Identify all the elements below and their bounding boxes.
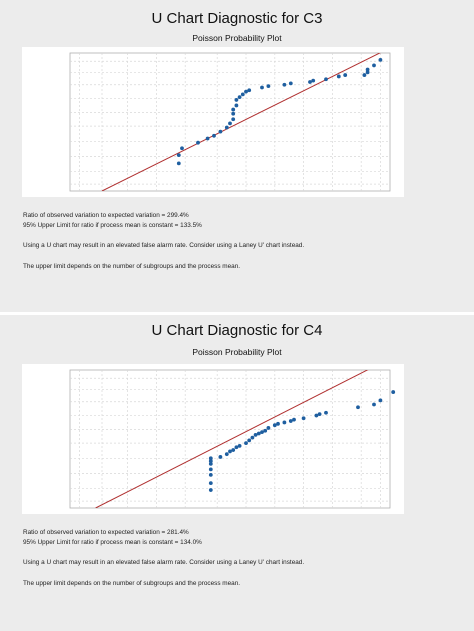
data-point	[234, 98, 239, 102]
data-point	[260, 430, 264, 434]
data-point	[324, 410, 328, 415]
warning-text: Using a U chart may result in an elevate…	[23, 559, 305, 566]
data-point	[247, 88, 252, 93]
data-point	[228, 449, 232, 454]
data-point	[205, 136, 210, 141]
probability-plot	[69, 369, 396, 509]
data-point	[208, 461, 213, 466]
data-point	[237, 444, 242, 448]
data-point	[372, 402, 376, 407]
data-point	[244, 89, 248, 94]
data-point	[231, 448, 236, 452]
probability-plot	[69, 52, 391, 192]
data-point	[336, 74, 341, 79]
data-point	[231, 107, 236, 112]
data-point	[301, 416, 306, 421]
data-point	[391, 390, 396, 394]
data-point	[237, 95, 242, 100]
limit-note-text: The upper limit depends on the number of…	[23, 263, 241, 270]
data-point	[292, 417, 296, 422]
data-point	[208, 459, 213, 463]
data-point	[234, 103, 239, 108]
data-point	[308, 80, 312, 84]
data-point	[263, 428, 268, 433]
data-point	[365, 70, 370, 75]
data-point	[212, 133, 216, 138]
data-point	[231, 117, 236, 122]
chart-subtitle: Poisson Probability Plot	[192, 33, 282, 43]
data-point	[372, 63, 376, 68]
chart-title: U Chart Diagnostic for C4	[151, 322, 323, 339]
limit-note-text: The upper limit depends on the number of…	[23, 580, 241, 587]
data-point	[276, 421, 280, 426]
data-point	[288, 81, 293, 86]
upper-limit-text: 95% Upper Limit for ratio if process mea…	[23, 539, 202, 546]
data-point	[228, 121, 232, 126]
data-point	[247, 438, 252, 443]
plot-area	[22, 47, 404, 197]
diagnostic-panel-c4: U Chart Diagnostic for C4 Poisson Probab…	[0, 315, 474, 631]
chart-title: U Chart Diagnostic for C3	[151, 10, 323, 27]
data-point	[224, 452, 229, 457]
data-point	[218, 129, 223, 134]
data-point	[272, 423, 277, 428]
data-point	[317, 412, 322, 417]
data-point	[282, 82, 287, 87]
data-point	[314, 413, 319, 418]
chart-subtitle: Poisson Probability Plot	[192, 347, 282, 357]
data-point	[362, 73, 367, 77]
data-point	[343, 73, 348, 77]
data-point	[208, 467, 213, 472]
data-point	[208, 488, 213, 492]
data-point	[378, 398, 383, 403]
data-point	[253, 432, 258, 437]
plot-area	[22, 364, 404, 514]
data-point	[208, 456, 213, 461]
data-point	[266, 84, 271, 89]
data-point	[356, 405, 360, 410]
ratio-text: Ratio of observed variation to expected …	[23, 529, 189, 536]
fit-line	[95, 370, 369, 508]
data-point	[176, 153, 181, 158]
data-point	[256, 431, 261, 436]
data-point	[282, 420, 287, 425]
data-point	[365, 67, 370, 72]
data-point	[234, 445, 239, 450]
fit-line	[101, 53, 381, 191]
data-point	[176, 161, 181, 166]
data-point	[231, 111, 236, 116]
warning-text: Using a U chart may result in an elevate…	[23, 242, 305, 249]
data-point	[240, 92, 245, 97]
data-point	[218, 455, 223, 459]
data-point	[224, 125, 229, 130]
data-point	[311, 78, 316, 83]
data-point	[260, 85, 264, 90]
data-point	[196, 140, 200, 145]
plot-frame	[69, 369, 391, 509]
upper-limit-text: 95% Upper Limit for ratio if process mea…	[23, 222, 202, 229]
diagnostic-panel-c3: U Chart Diagnostic for C3 Poisson Probab…	[0, 0, 474, 312]
data-point	[208, 472, 213, 477]
data-point	[244, 441, 248, 446]
data-point	[288, 419, 293, 423]
data-point	[324, 77, 328, 82]
data-point	[208, 481, 213, 486]
ratio-text: Ratio of observed variation to expected …	[23, 212, 189, 219]
data-point	[250, 435, 255, 440]
data-point	[266, 426, 271, 430]
data-point	[180, 146, 184, 151]
data-point	[378, 58, 383, 62]
